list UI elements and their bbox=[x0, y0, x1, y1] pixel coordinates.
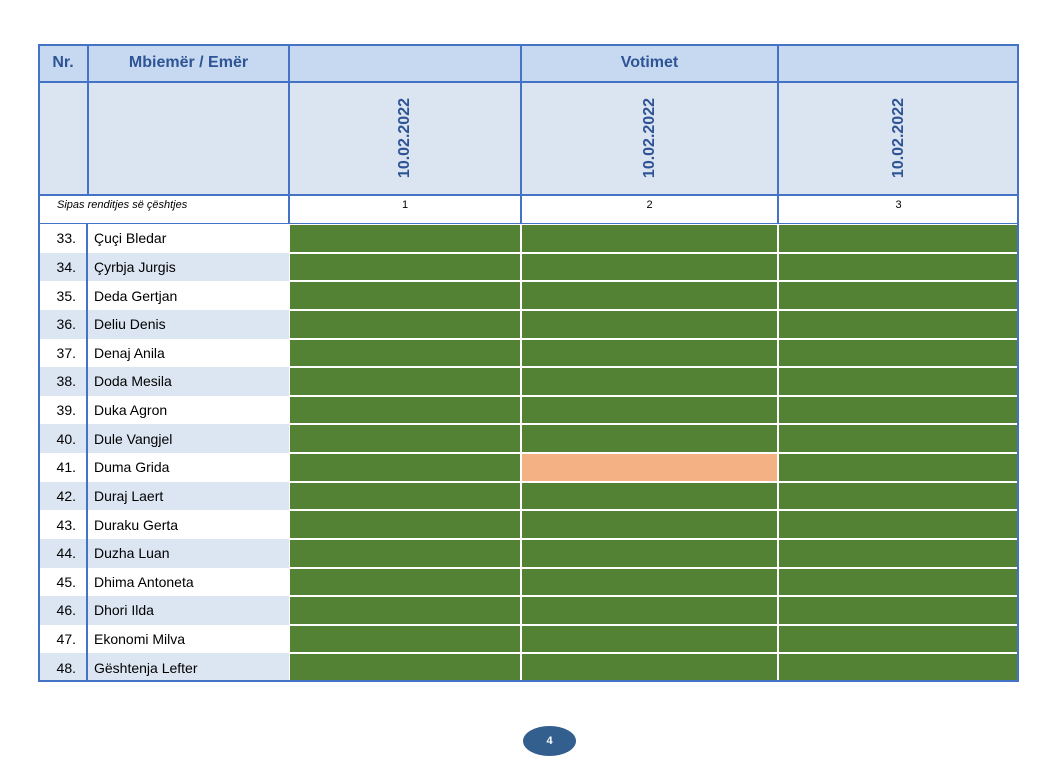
vote-cell bbox=[289, 481, 521, 511]
order-number: 3 bbox=[778, 195, 1019, 224]
vote-cell bbox=[521, 453, 778, 482]
vote-cell bbox=[521, 510, 778, 539]
vote-cell bbox=[778, 281, 1019, 310]
member-name: Dule Vangjel bbox=[88, 424, 289, 453]
vote-cell bbox=[289, 538, 521, 568]
vote-cell bbox=[521, 596, 778, 625]
header-empty bbox=[778, 44, 1019, 82]
row-number: 47. bbox=[38, 624, 88, 654]
vote-cell bbox=[521, 281, 778, 310]
vote-cell bbox=[778, 424, 1019, 453]
vote-cell bbox=[778, 596, 1019, 625]
date: 10.02.2022 bbox=[640, 98, 658, 179]
vote-cell bbox=[521, 367, 778, 396]
member-name: Duka Agron bbox=[88, 395, 289, 425]
order-number: 1 bbox=[289, 195, 521, 224]
header-votes: Votimet bbox=[521, 44, 778, 82]
vote-cell bbox=[289, 510, 521, 539]
member-name: Duzha Luan bbox=[88, 538, 289, 568]
vote-cell bbox=[778, 367, 1019, 396]
vote-cell bbox=[289, 424, 521, 453]
vote-cell bbox=[521, 395, 778, 425]
vote-cell bbox=[778, 624, 1019, 654]
vote-cell bbox=[778, 538, 1019, 568]
member-name: Duraku Gerta bbox=[88, 510, 289, 539]
vote-cell bbox=[778, 338, 1019, 368]
row-number: 39. bbox=[38, 395, 88, 425]
vote-cell bbox=[521, 424, 778, 453]
vote-cell bbox=[289, 224, 521, 253]
row-number: 45. bbox=[38, 567, 88, 597]
vote-cell bbox=[289, 596, 521, 625]
member-name: Gështenja Lefter bbox=[88, 653, 289, 682]
vote-cell bbox=[289, 624, 521, 654]
row-number: 43. bbox=[38, 510, 88, 539]
vote-cell bbox=[289, 453, 521, 482]
date-cell: 10.02.2022 bbox=[289, 82, 521, 195]
vote-cell bbox=[778, 224, 1019, 253]
vote-cell bbox=[778, 510, 1019, 539]
member-name: Dhori Ilda bbox=[88, 596, 289, 625]
member-name: Duma Grida bbox=[88, 453, 289, 482]
order-label: Sipas renditjes së çështjes bbox=[38, 195, 289, 224]
vote-cell bbox=[289, 309, 521, 339]
vote-cell bbox=[521, 538, 778, 568]
vote-cell bbox=[289, 567, 521, 597]
vote-cell bbox=[289, 395, 521, 425]
member-name: Çuçi Bledar bbox=[88, 224, 289, 253]
member-name: Çyrbja Jurgis bbox=[88, 252, 289, 282]
row-number: 46. bbox=[38, 596, 88, 625]
header-name: Mbiemër / Emër bbox=[88, 44, 289, 82]
member-name: Deliu Denis bbox=[88, 309, 289, 339]
vote-cell bbox=[521, 252, 778, 282]
row-number: 36. bbox=[38, 309, 88, 339]
vote-cell bbox=[521, 309, 778, 339]
member-name: Duraj Laert bbox=[88, 481, 289, 511]
header-empty bbox=[289, 44, 521, 82]
vote-cell bbox=[778, 395, 1019, 425]
date-cell: 10.02.2022 bbox=[778, 82, 1019, 195]
member-name: Dhima Antoneta bbox=[88, 567, 289, 597]
row-number: 37. bbox=[38, 338, 88, 368]
vote-cell bbox=[778, 653, 1019, 682]
member-name: Doda Mesila bbox=[88, 367, 289, 396]
date-empty bbox=[88, 82, 289, 195]
member-name: Ekonomi Milva bbox=[88, 624, 289, 654]
vote-cell bbox=[778, 309, 1019, 339]
row-number: 35. bbox=[38, 281, 88, 310]
row-number: 40. bbox=[38, 424, 88, 453]
member-name: Deda Gertjan bbox=[88, 281, 289, 310]
date: 10.02.2022 bbox=[889, 98, 907, 179]
vote-cell bbox=[289, 653, 521, 682]
vote-cell bbox=[521, 338, 778, 368]
vote-cell bbox=[521, 224, 778, 253]
date-cell: 10.02.2022 bbox=[521, 82, 778, 195]
vote-cell bbox=[289, 252, 521, 282]
vote-cell bbox=[521, 624, 778, 654]
row-number: 38. bbox=[38, 367, 88, 396]
vote-cell bbox=[521, 481, 778, 511]
row-number: 33. bbox=[38, 224, 88, 253]
member-name: Denaj Anila bbox=[88, 338, 289, 368]
vote-cell bbox=[521, 567, 778, 597]
vote-cell bbox=[289, 281, 521, 310]
vote-cell bbox=[778, 567, 1019, 597]
vote-cell bbox=[521, 653, 778, 682]
vote-cell bbox=[289, 338, 521, 368]
row-number: 41. bbox=[38, 453, 88, 482]
row-number: 42. bbox=[38, 481, 88, 511]
vote-cell bbox=[778, 252, 1019, 282]
vote-cell bbox=[778, 453, 1019, 482]
date: 10.02.2022 bbox=[396, 98, 413, 179]
row-number: 34. bbox=[38, 252, 88, 282]
vote-cell bbox=[778, 481, 1019, 511]
row-number: 48. bbox=[38, 653, 88, 682]
order-number: 2 bbox=[521, 195, 778, 224]
row-number: 44. bbox=[38, 538, 88, 568]
date-empty bbox=[38, 82, 88, 195]
vote-cell bbox=[289, 367, 521, 396]
page-number: 4 bbox=[523, 726, 576, 756]
header-nr: Nr. bbox=[38, 44, 88, 82]
